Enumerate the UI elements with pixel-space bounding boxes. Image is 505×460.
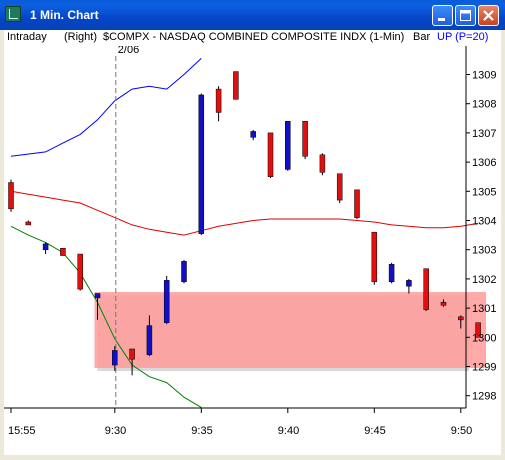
maximize-button[interactable] <box>455 5 476 26</box>
candle-bar[interactable] <box>233 71 239 100</box>
candle-bar[interactable] <box>388 264 395 283</box>
close-icon <box>483 10 494 21</box>
y-tick-label: 1307 <box>472 128 496 140</box>
middle-band-line <box>10 190 479 236</box>
y-tick-label: 1309 <box>472 70 496 82</box>
candle-bar[interactable] <box>8 182 14 210</box>
candle-bar[interactable] <box>336 173 343 201</box>
candle-bar[interactable] <box>250 131 256 138</box>
minimize-icon <box>438 18 445 21</box>
candle-bar[interactable] <box>319 154 326 173</box>
candle-bar[interactable] <box>42 243 49 250</box>
x-tick-label: 9:45 <box>364 425 385 437</box>
candle-bar[interactable] <box>198 94 205 234</box>
x-tick-label: 9:35 <box>191 425 212 437</box>
window-title: 1 Min. Chart <box>30 8 99 22</box>
candle-bar[interactable] <box>354 189 360 218</box>
candle-bar[interactable] <box>215 88 222 113</box>
x-tick-label: 15:55 <box>8 425 36 437</box>
chart-header: Intraday (Right) $COMPX - NASDAQ COMBINE… <box>4 30 501 46</box>
maximize-icon <box>460 10 471 21</box>
y-tick-label: 1300 <box>472 332 496 344</box>
y-tick-label: 1299 <box>472 362 496 374</box>
y-tick-label: 1303 <box>472 245 496 257</box>
x-tick-label: 9:30 <box>105 425 126 437</box>
y-tick-label: 1302 <box>472 274 496 286</box>
axis-side-label: (Right) <box>64 31 98 43</box>
bar-type-label: Bar <box>413 31 431 43</box>
mode-label: Intraday <box>7 31 47 43</box>
candle-bar[interactable] <box>94 293 101 299</box>
candle-bar[interactable] <box>25 221 32 226</box>
candle-bar[interactable] <box>458 316 464 321</box>
title-bar[interactable]: 1 Min. Chart <box>0 0 505 30</box>
upper-band-line <box>10 58 202 157</box>
candle-bar[interactable] <box>423 268 429 310</box>
chart-app-icon[interactable] <box>5 6 21 22</box>
candle-bar[interactable] <box>285 120 291 170</box>
candle-bar[interactable] <box>146 325 153 356</box>
candle-bar[interactable] <box>475 322 481 338</box>
chart-area[interactable]: 2/06 1298 1299 1300 1301 1302 1303 1304 1305 130… <box>4 44 501 455</box>
y-tick-label: 1308 <box>472 99 496 111</box>
candle-bar[interactable] <box>77 253 83 290</box>
x-tick-label: 9:50 <box>451 425 472 437</box>
indicator-label: UP (P=20) <box>437 31 489 43</box>
candle-bar[interactable] <box>163 280 170 323</box>
candle-bar[interactable] <box>60 247 66 256</box>
candle-bar[interactable] <box>302 120 308 157</box>
symbol-label: $COMPX - NASDAQ COMBINED COMPOSITE INDX … <box>103 31 405 43</box>
close-button[interactable] <box>478 5 499 26</box>
candle-bar[interactable] <box>181 261 187 283</box>
y-tick-label: 1305 <box>472 186 496 198</box>
x-tick-label: 9:40 <box>278 425 299 437</box>
candle-bar[interactable] <box>440 302 447 306</box>
lower-band-line <box>10 225 202 408</box>
y-tick-label: 1298 <box>472 391 496 403</box>
candle-bar[interactable] <box>129 348 135 360</box>
candle-bar[interactable] <box>267 132 274 177</box>
y-tick-label: 1304 <box>472 216 496 228</box>
candle-bar[interactable] <box>112 350 118 366</box>
candle-bar[interactable] <box>371 231 378 283</box>
price-chart[interactable]: 2/06 1298 1299 1300 1301 1302 1303 1304 1305 130… <box>4 44 501 455</box>
candle-bar[interactable] <box>406 280 412 287</box>
minimize-button[interactable] <box>432 5 453 26</box>
y-tick-label: 1306 <box>472 157 496 169</box>
highlight-zone[interactable] <box>94 292 487 368</box>
y-tick-label: 1301 <box>472 303 496 315</box>
date-marker: 2/06 <box>118 46 139 56</box>
